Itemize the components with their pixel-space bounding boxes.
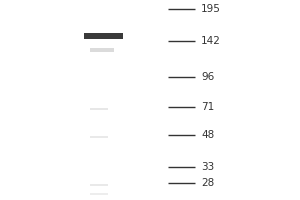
Text: 71: 71: [201, 102, 214, 112]
Bar: [90, 108, 108, 110]
Bar: [90, 193, 108, 195]
Text: 48: 48: [201, 130, 214, 140]
Bar: [84, 33, 123, 39]
Text: 33: 33: [201, 162, 214, 172]
Text: 195: 195: [201, 4, 221, 14]
Text: 28: 28: [201, 178, 214, 188]
Text: 142: 142: [201, 36, 221, 46]
Text: 96: 96: [201, 72, 214, 82]
Bar: [90, 184, 108, 186]
Bar: [90, 48, 114, 52]
Bar: [90, 136, 108, 138]
